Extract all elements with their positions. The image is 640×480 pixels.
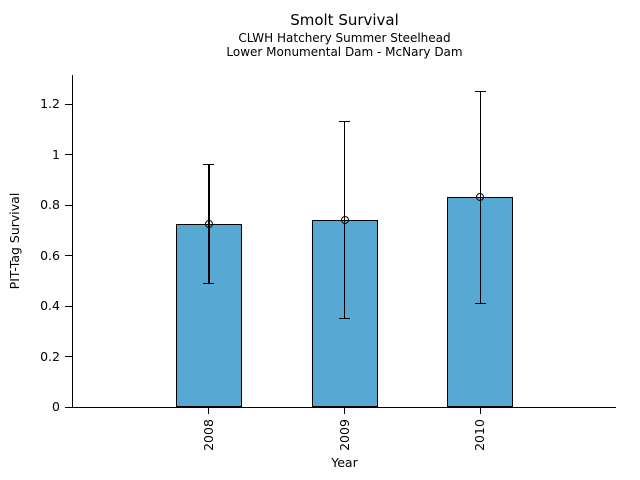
y-tick-label: 1 [52,146,60,162]
point-marker [476,193,485,202]
chart-title: Smolt Survival [290,11,399,29]
y-tick-label: 0.2 [40,348,60,364]
y-tick [65,204,72,206]
x-tick-label: 2008 [200,419,216,451]
y-tick [65,154,72,156]
y-tick [65,356,72,357]
y-tick [65,103,72,105]
x-tick [344,408,345,414]
y-axis-title: PIT-Tag Survival [7,192,22,290]
error-bar-cap-bottom [339,317,350,320]
x-tick-label: 2010 [472,419,488,451]
chart-subtitle-1: CLWH Hatchery Summer Steelhead [238,31,451,45]
y-axis-spine [72,75,73,408]
y-tick-label: 0 [52,399,60,414]
y-tick-label: 0.8 [40,197,60,213]
point-marker [204,219,213,228]
error-bar-cap-top [339,120,350,123]
x-tick [208,408,210,414]
y-tick [65,255,72,257]
y-tick [65,406,72,408]
error-bar-cap-top [203,163,215,166]
error-bar-cap-bottom [203,282,215,285]
x-tick-label: 2009 [336,419,352,451]
error-bar-cap-top [474,90,486,93]
point-marker [340,216,349,225]
x-axis-title: Year [331,455,358,470]
y-tick [65,305,72,307]
y-tick-label: 0.4 [40,298,60,313]
error-bar-cap-bottom [474,302,486,305]
y-tick-label: 1.2 [40,96,60,112]
x-tick [479,408,481,414]
plot-area: Year 0 0.2 0.4 0.6 0.8 1 1.2 2008 2009 2010 [40,75,616,470]
x-axis-spine [72,407,616,408]
chart-subtitle-2: Lower Monumental Dam - McNary Dam [226,45,463,59]
y-tick-label: 0.6 [40,247,60,263]
